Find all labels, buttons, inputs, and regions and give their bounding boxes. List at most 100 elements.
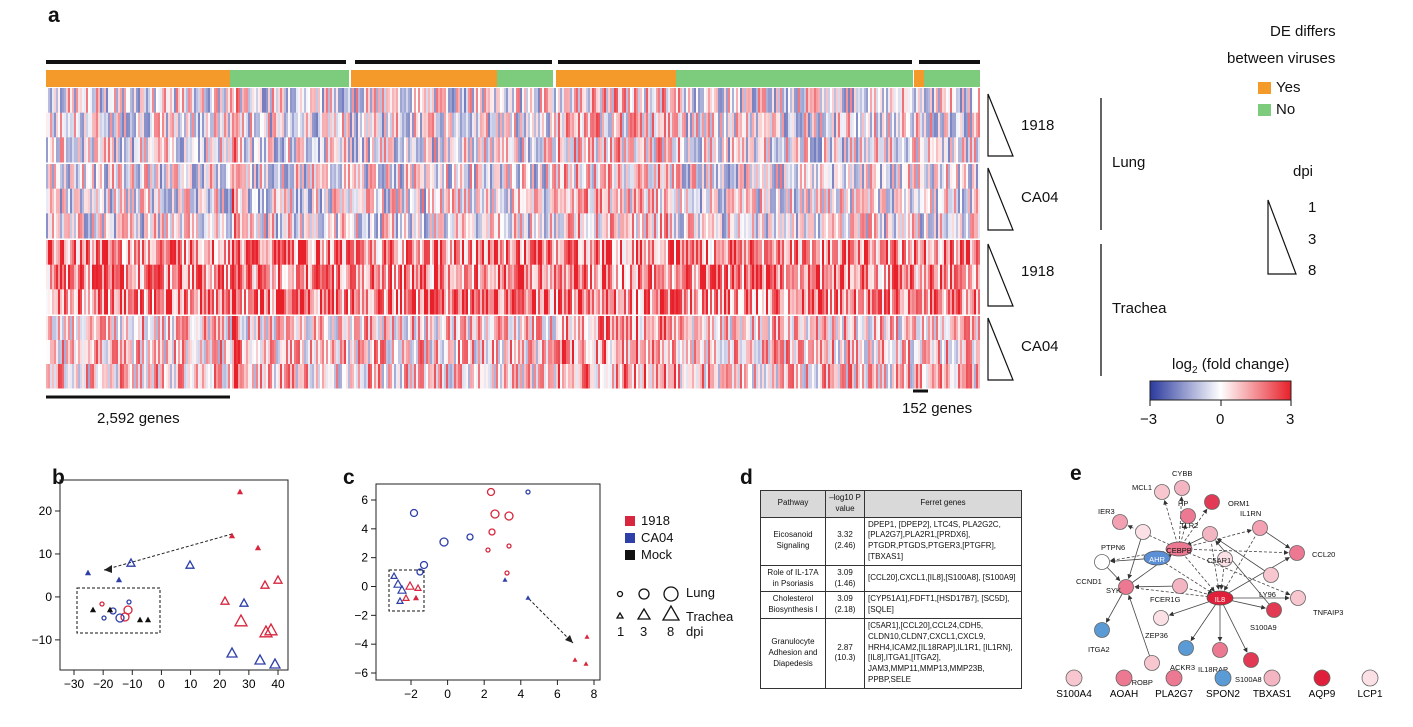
b-xtick: 0 [158, 677, 165, 691]
network-node-hp [1180, 508, 1196, 524]
network-node-ahr [1143, 550, 1171, 566]
c-ytick: −2 [354, 608, 368, 622]
network-node-label: LY96 [1259, 590, 1276, 599]
panel-d-letter: d [740, 466, 753, 489]
legend-c-swatch [625, 549, 635, 560]
network-node-spon2 [1214, 669, 1232, 687]
data-point [396, 584, 408, 594]
network-edge [1127, 531, 1144, 580]
data-point [502, 577, 508, 582]
data-point [125, 557, 137, 567]
data-point [101, 615, 107, 621]
legend-yes-swatch [1258, 82, 1271, 94]
data-point [583, 661, 589, 666]
data-point [120, 612, 130, 622]
network-node-lcp1 [1361, 669, 1379, 687]
trajectory-arrow-c [528, 598, 574, 644]
network-node-label: IL8 [1215, 595, 1225, 604]
data-point [506, 543, 512, 549]
network-edge [1178, 523, 1187, 550]
legend-title-1: DE differs [1270, 23, 1336, 40]
row-label-ca04-trachea: CA04 [1021, 338, 1059, 355]
data-point [184, 559, 196, 569]
table-row: Granulocyte Adhesion and Diapedesis 2.87… [760, 617, 1022, 689]
data-point [439, 537, 449, 547]
data-point [419, 560, 429, 570]
data-point [412, 594, 420, 601]
pathway-name: Role of IL-17A in Psoriasis [760, 564, 826, 593]
c-xtick: 4 [517, 687, 524, 701]
row-label-ca04-lung: CA04 [1021, 189, 1059, 206]
pathway-table-wrap: Pathway –log10 P value Ferret genes Eico… [760, 490, 1022, 689]
network-node-pla2g7 [1165, 669, 1183, 687]
gene-count-left: 2,592 genes [97, 410, 180, 427]
data-point [126, 599, 132, 605]
data-point [486, 487, 496, 497]
network-node-label: PLA2G7 [1155, 689, 1193, 700]
data-point [409, 508, 419, 518]
network-node-label: AQP9 [1309, 689, 1336, 700]
plot-frame-b [59, 479, 289, 671]
data-point [504, 570, 510, 576]
c-xtick: 0 [444, 687, 451, 701]
b-xticks: −30 −20 −10 0 10 20 30 40 [64, 670, 285, 691]
legend-yes-label: Yes [1276, 79, 1301, 96]
zoom-box-b [76, 587, 161, 634]
network-node-label: IL1RN [1240, 509, 1261, 518]
network-nodes: MCL1 CYBB ORM1 IER3 PTPN6 HP TLR2 IL1RN CEBPBAHR… [1076, 470, 1343, 687]
pathway-p: 2.87 (10.3) [825, 617, 865, 689]
header-pathway: Pathway [760, 490, 826, 518]
dpi-legend-title: dpi [1293, 163, 1314, 180]
b-xtick: 40 [271, 677, 285, 691]
pathway-name: Cholesterol Biosynthesis I [760, 591, 826, 619]
network-node-c5ar1 [1217, 551, 1233, 567]
pathway-genes: [C5AR1],[CCL20],CCL24,CDH5, CLDN10,CLDN7… [864, 617, 1022, 689]
c-ytick: 6 [361, 493, 368, 507]
data-point [228, 532, 236, 539]
data-point [490, 509, 500, 519]
network-edge [1156, 557, 1214, 594]
dpi-label-c: dpi [686, 624, 704, 639]
network-node-ptpn6 [1135, 524, 1151, 540]
data-point [233, 613, 249, 627]
network-node-label: CCL20 [1312, 550, 1335, 559]
c-ytick: −6 [354, 666, 368, 680]
data-point [485, 547, 491, 553]
panel-e-letter: e [1070, 462, 1082, 485]
data-point [466, 533, 474, 541]
legend-c-item-mock: Mock [625, 546, 674, 563]
data-point [258, 624, 274, 638]
data-point [392, 578, 404, 588]
legend-c-item-1918: 1918 [625, 512, 674, 529]
data-point [584, 634, 590, 639]
network-node-ly96 [1263, 567, 1279, 583]
legend-no-swatch [1258, 104, 1271, 116]
network-edge [1216, 538, 1272, 576]
data-point [572, 657, 578, 662]
b-xtick: 20 [213, 677, 227, 691]
network-node-label: FCER1G [1150, 595, 1181, 604]
data-point [89, 606, 97, 613]
data-point [225, 646, 239, 658]
panel-e-network: MCL1 CYBB ORM1 IER3 PTPN6 HP TLR2 IL1RN CEBPBAHR… [1056, 470, 1383, 700]
tissue-label-lung: Lung [1112, 154, 1146, 171]
pathway-p: 3.09 (1.46) [825, 564, 865, 593]
b-points [84, 488, 284, 669]
data-point [115, 576, 123, 583]
c-ytick: 2 [361, 551, 368, 565]
network-node-syk [1118, 579, 1134, 595]
data-point [488, 528, 496, 536]
network-node-label: PTPN6 [1101, 543, 1125, 552]
colorbar [1149, 380, 1292, 401]
data-point [525, 595, 531, 600]
data-point [401, 593, 411, 602]
network-edge [1178, 508, 1208, 550]
network-node-s100a4 [1065, 669, 1083, 687]
b-xtick: −30 [64, 677, 85, 691]
colorbar-title: log2 (fold change) [1172, 356, 1290, 376]
shape-legend-lung: Lung [686, 585, 715, 600]
b-ytick: 20 [39, 504, 53, 518]
c-ytick: 0 [361, 580, 368, 594]
pathway-name: Granulocyte Adhesion and Diapedesis [760, 617, 826, 689]
network-node-label: CCND1 [1076, 577, 1102, 586]
